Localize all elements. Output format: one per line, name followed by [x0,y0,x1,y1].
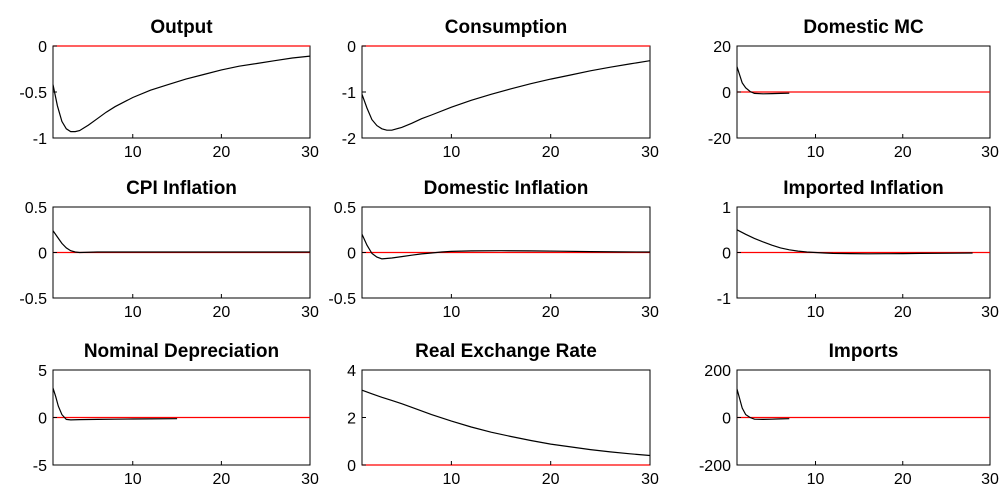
y-tick-label: -5 [33,458,47,475]
x-tick-label: 10 [124,471,142,488]
y-tick-label: 1 [722,200,731,217]
x-tick-label: 20 [542,471,560,488]
chart-title: Nominal Depreciation [84,341,279,362]
chart-panel-1: Consumption -2 -1 0 10 20 30 [342,17,659,161]
series-line [736,66,790,95]
y-tick-label: -0.5 [328,291,356,308]
chart-panel-0: Output -1 -0.5 0 10 20 30 [19,17,319,161]
chart-panel-2: Domestic MC -20 0 20 10 20 30 [708,17,999,161]
x-tick-label: 20 [212,471,230,488]
series-line [52,387,178,421]
y-tick-label: 0.5 [334,200,356,217]
y-tick-label: 0 [38,39,47,56]
x-tick-label: 20 [212,144,230,161]
y-tick-label: 2 [347,411,356,428]
x-tick-label: 10 [807,144,825,161]
chart-panel-7: Real Exchange Rate 0 2 4 10 20 30 [347,341,659,488]
series-line [52,55,311,133]
chart-title: CPI Inflation [126,178,237,199]
y-tick-label: 0 [722,246,731,263]
y-tick-label: -2 [342,131,356,148]
chart-title: Real Exchange Rate [415,341,597,362]
x-tick-label: 10 [807,471,825,488]
y-tick-label: 0 [38,246,47,263]
y-tick-label: 4 [347,363,356,380]
x-tick-label: 20 [212,304,230,321]
chart-panel-4: Domestic Inflation -0.5 0 0.5 10 20 30 [328,178,659,321]
y-tick-label: 0 [38,411,47,428]
series-line [361,389,651,457]
x-tick-label: 30 [981,471,999,488]
chart-panel-5: Imported Inflation -1 0 1 10 20 30 [717,178,999,321]
chart-title: Imports [829,341,899,362]
y-tick-label: -0.5 [19,291,47,308]
chart-title: Output [150,17,213,38]
x-tick-label: 20 [894,471,912,488]
y-tick-label: 0 [722,85,731,102]
y-tick-label: 200 [704,363,731,380]
y-tick-label: -0.5 [19,85,47,102]
plot-frame [361,369,651,466]
y-tick-label: 20 [713,39,731,56]
series-line [361,234,651,260]
chart-panel-8: Imports -200 0 200 10 20 30 [699,341,999,488]
series-line [736,388,790,421]
plot-frame [361,45,651,139]
x-tick-label: 10 [124,144,142,161]
chart-panel-3: CPI Inflation -0.5 0 0.5 10 20 30 [19,178,319,321]
y-tick-label: -1 [717,291,731,308]
x-tick-label: 30 [301,304,319,321]
x-tick-label: 30 [641,144,659,161]
chart-title: Domestic MC [803,17,924,38]
x-tick-label: 30 [981,144,999,161]
series-line [52,230,310,254]
y-tick-label: 5 [38,363,47,380]
x-tick-label: 20 [894,144,912,161]
x-tick-label: 30 [641,471,659,488]
y-tick-label: -1 [342,85,356,102]
chart-panel-6: Nominal Depreciation -5 0 5 10 20 30 [33,341,319,488]
x-tick-label: 10 [807,304,825,321]
x-tick-label: 10 [442,144,460,161]
chart-title: Consumption [445,17,567,38]
y-tick-label: 0 [347,39,356,56]
y-tick-label: 0 [722,411,731,428]
y-tick-label: 0.5 [25,200,47,217]
x-tick-label: 10 [124,304,142,321]
chart-title: Domestic Inflation [424,178,589,199]
x-tick-label: 30 [301,471,319,488]
x-tick-label: 20 [542,304,560,321]
x-tick-label: 30 [981,304,999,321]
series-line [361,60,651,131]
x-tick-label: 20 [894,304,912,321]
y-tick-label: 0 [347,458,356,475]
x-tick-label: 10 [442,471,460,488]
y-tick-label: -20 [708,131,731,148]
y-tick-label: -200 [699,458,731,475]
plot-frame [52,45,311,139]
x-tick-label: 30 [641,304,659,321]
x-tick-label: 20 [542,144,560,161]
x-tick-label: 30 [301,144,319,161]
series-line [736,229,973,255]
y-tick-label: -1 [33,131,47,148]
chart-title: Imported Inflation [783,178,943,199]
y-tick-label: 0 [347,246,356,263]
x-tick-label: 10 [442,304,460,321]
